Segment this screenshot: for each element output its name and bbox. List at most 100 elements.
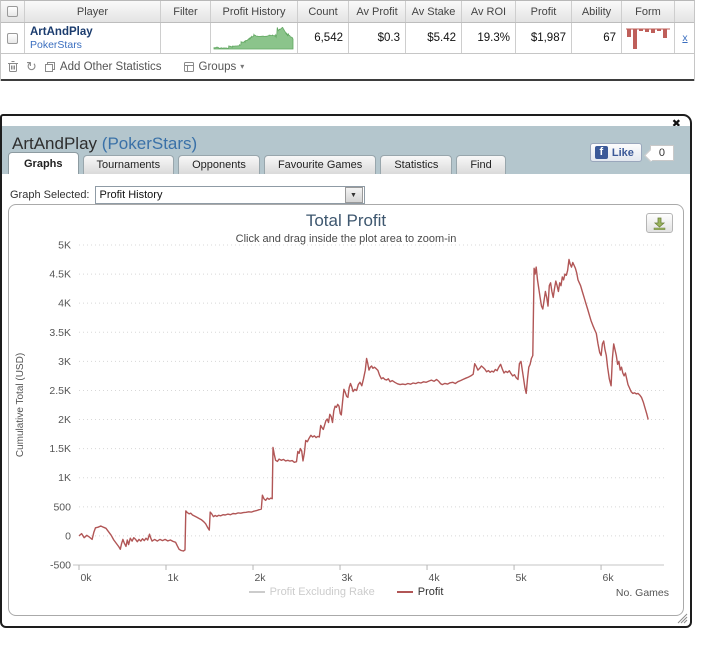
panel-header: ArtAndPlay (PokerStars) f Like 0 Graphs … bbox=[2, 126, 690, 174]
form-bar bbox=[657, 29, 661, 31]
panel-title: ArtAndPlay (PokerStars) bbox=[12, 134, 197, 154]
chevron-down-icon: ▼ bbox=[350, 191, 357, 199]
profit-chart: Total Profit Click and drag inside the p… bbox=[8, 204, 684, 616]
form-bar bbox=[651, 29, 655, 33]
x-tick-label: 2k bbox=[254, 572, 266, 583]
delete-button[interactable] bbox=[7, 60, 19, 73]
legend-item-profit-excluding-rake[interactable]: Profit Excluding Rake bbox=[248, 586, 375, 598]
profit-value: $1,987 bbox=[516, 23, 572, 53]
profit-history-sparkline-cell bbox=[211, 23, 298, 53]
y-tick-label: 500 bbox=[53, 501, 71, 513]
facebook-like-button[interactable]: f Like bbox=[589, 143, 642, 162]
av-stake-value: $5.42 bbox=[406, 23, 462, 53]
remove-row-link[interactable]: x bbox=[682, 32, 688, 44]
groups-caret-icon: ▾ bbox=[240, 62, 245, 71]
add-other-statistics-button[interactable]: Add Other Statistics bbox=[44, 61, 162, 73]
graph-select-value: Profit History bbox=[99, 189, 163, 201]
filter-cell[interactable] bbox=[161, 23, 211, 53]
groups-label: Groups bbox=[198, 60, 237, 73]
player-cell[interactable]: ArtAndPlay PokerStars bbox=[25, 23, 161, 53]
x-tick-label: 3k bbox=[341, 572, 353, 583]
trash-icon bbox=[8, 61, 18, 72]
refresh-icon: ↻ bbox=[26, 59, 37, 74]
y-axis-title: Cumulative Total (USD) bbox=[15, 353, 26, 457]
y-tick-label: 4.5K bbox=[49, 269, 71, 281]
col-ability[interactable]: Ability bbox=[572, 1, 622, 22]
form-bar bbox=[645, 29, 649, 32]
select-all-cell bbox=[1, 1, 25, 22]
panel-title-player: ArtAndPlay bbox=[12, 134, 98, 153]
tab-find[interactable]: Find bbox=[456, 155, 506, 174]
table-row: ArtAndPlay PokerStars 6,542 $0.3 $5.42 1… bbox=[1, 23, 694, 54]
player-site: PokerStars bbox=[30, 38, 82, 51]
x-tick-label: 4k bbox=[428, 572, 440, 583]
legend-swatch bbox=[396, 591, 413, 593]
groups-button[interactable]: Groups ▾ bbox=[183, 60, 245, 73]
refresh-button[interactable]: ↻ bbox=[26, 60, 37, 73]
y-tick-label: 4K bbox=[58, 298, 71, 310]
form-bar bbox=[663, 29, 667, 38]
y-tick-label: 3K bbox=[58, 356, 71, 368]
tab-tournaments[interactable]: Tournaments bbox=[82, 155, 175, 174]
panel-close-icon[interactable]: ✖ bbox=[671, 118, 681, 130]
player-name[interactable]: ArtAndPlay bbox=[30, 25, 93, 38]
table-toolbar: ↻ Add Other Statistics Groups ▾ bbox=[1, 54, 694, 81]
col-profit-history[interactable]: Profit History bbox=[211, 1, 298, 22]
av-roi-value: 19.3% bbox=[462, 23, 516, 53]
y-tick-label: 5K bbox=[58, 240, 71, 252]
graph-select-dropdown[interactable]: Profit History ▼ bbox=[94, 186, 365, 204]
y-tick-label: 3.5K bbox=[49, 327, 71, 339]
add-statistics-icon bbox=[44, 61, 55, 72]
chart-plot-area[interactable]: 5K 4.5K 4K 3.5K 3K 2.5K 2K 1.5K 1K 500 0 -500 0k 1k 2k… bbox=[9, 205, 683, 583]
chart-download-button[interactable] bbox=[646, 213, 673, 233]
x-tick-label: 6k bbox=[603, 572, 615, 583]
select-all-checkbox[interactable] bbox=[7, 6, 18, 17]
facebook-icon: f bbox=[594, 146, 608, 159]
legend-label: Profit Excluding Rake bbox=[269, 586, 375, 598]
col-filter[interactable]: Filter bbox=[161, 1, 211, 22]
results-table: Player Filter Profit History Count Av Pr… bbox=[0, 0, 695, 81]
graph-selector-row: Graph Selected: Profit History ▼ bbox=[10, 186, 365, 204]
row-checkbox[interactable] bbox=[7, 32, 18, 44]
results-table-header: Player Filter Profit History Count Av Pr… bbox=[1, 1, 694, 23]
av-profit-value: $0.3 bbox=[349, 23, 406, 53]
x-tick-label: 1k bbox=[167, 572, 179, 583]
remove-cell: x bbox=[675, 23, 695, 53]
panel-tabs: Graphs Tournaments Opponents Favourite G… bbox=[8, 152, 506, 174]
y-tick-label: 2K bbox=[58, 414, 71, 426]
form-sparkline-cell bbox=[622, 23, 675, 53]
groups-icon bbox=[183, 61, 194, 72]
tab-opponents[interactable]: Opponents bbox=[178, 155, 260, 174]
add-other-statistics-label: Add Other Statistics bbox=[59, 60, 162, 73]
facebook-like-label: Like bbox=[611, 146, 634, 159]
profit-sparkline bbox=[213, 26, 293, 50]
count-value: 6,542 bbox=[298, 23, 349, 53]
form-sparkline bbox=[626, 28, 670, 49]
profit-line-series bbox=[78, 258, 649, 552]
tab-favourite-games[interactable]: Favourite Games bbox=[263, 155, 377, 174]
col-av-profit[interactable]: Av Profit bbox=[349, 1, 406, 22]
y-tick-label: 2.5K bbox=[49, 385, 71, 397]
facebook-widget: f Like 0 bbox=[589, 143, 674, 162]
col-form[interactable]: Form bbox=[622, 1, 675, 22]
chart-subtitle: Click and drag inside the plot area to z… bbox=[235, 233, 457, 245]
col-av-roi[interactable]: Av ROI bbox=[462, 1, 516, 22]
tab-statistics[interactable]: Statistics bbox=[380, 155, 453, 174]
resize-grip[interactable] bbox=[676, 612, 688, 624]
legend-swatch bbox=[248, 591, 265, 593]
player-detail-panel: ✖ ArtAndPlay (PokerStars) f Like 0 Graph… bbox=[0, 114, 692, 628]
tab-graphs[interactable]: Graphs bbox=[8, 152, 79, 174]
col-profit[interactable]: Profit bbox=[516, 1, 572, 22]
col-count[interactable]: Count bbox=[298, 1, 349, 22]
col-av-stake[interactable]: Av Stake bbox=[406, 1, 462, 22]
chart-legend: Profit Excluding Rake Profit bbox=[9, 586, 683, 598]
y-tick-label: 1.5K bbox=[49, 443, 71, 455]
form-bar bbox=[639, 29, 643, 31]
form-bar bbox=[633, 29, 637, 49]
dropdown-arrow-button[interactable]: ▼ bbox=[344, 187, 363, 203]
x-tick-label: 0k bbox=[80, 572, 92, 583]
legend-item-profit[interactable]: Profit bbox=[396, 586, 443, 598]
col-player[interactable]: Player bbox=[25, 1, 161, 22]
y-tick-label: -500 bbox=[50, 560, 71, 572]
sparkline-area bbox=[213, 26, 293, 50]
